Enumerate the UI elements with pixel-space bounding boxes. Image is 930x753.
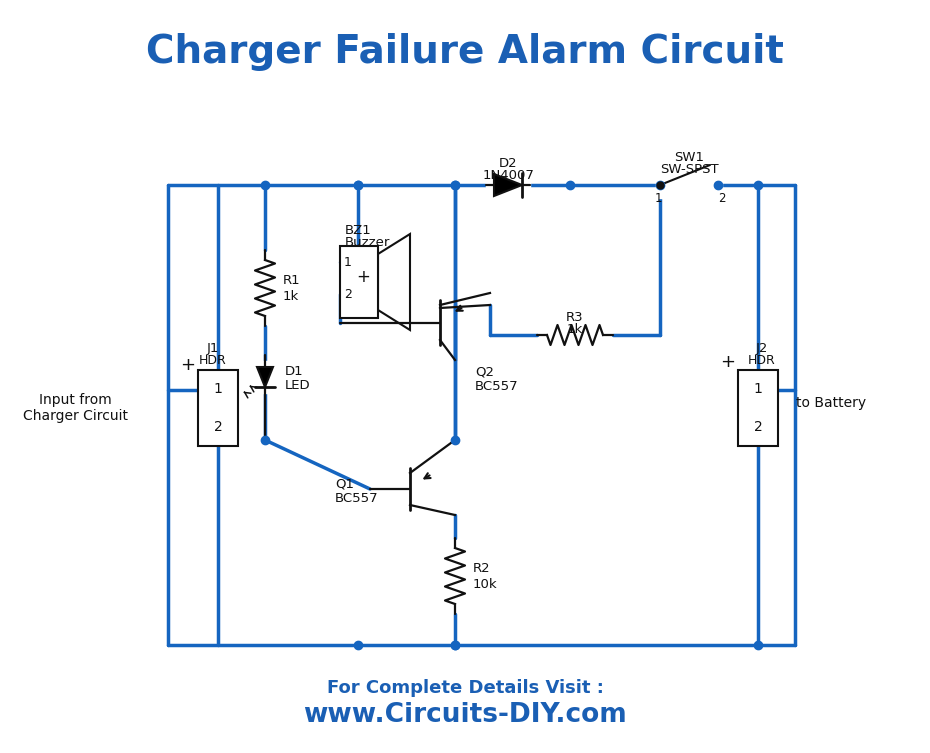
Text: 1: 1 — [753, 382, 763, 396]
Text: 1: 1 — [214, 382, 222, 396]
Text: 1k: 1k — [283, 289, 299, 303]
Text: Buzzer: Buzzer — [345, 236, 391, 248]
Text: 2: 2 — [718, 191, 725, 205]
Text: Q2: Q2 — [475, 365, 494, 379]
Polygon shape — [378, 234, 410, 330]
Text: BZ1: BZ1 — [345, 224, 372, 236]
FancyBboxPatch shape — [198, 370, 238, 446]
Text: SW-SPST: SW-SPST — [659, 163, 718, 175]
Text: 1: 1 — [344, 255, 352, 269]
Text: J2: J2 — [756, 342, 768, 355]
Text: For Complete Details Visit :: For Complete Details Visit : — [326, 679, 604, 697]
Text: R3: R3 — [566, 310, 584, 324]
Text: 2: 2 — [753, 420, 763, 434]
Text: 2: 2 — [344, 288, 352, 300]
Text: Input from: Input from — [39, 393, 112, 407]
Polygon shape — [494, 174, 522, 196]
Text: Charger Circuit: Charger Circuit — [22, 409, 127, 423]
Text: 10k: 10k — [473, 578, 498, 590]
Text: +: + — [356, 268, 370, 286]
Text: www.Circuits-DIY.com: www.Circuits-DIY.com — [303, 702, 627, 728]
Text: 1: 1 — [654, 191, 662, 205]
Bar — [486, 172, 530, 198]
Text: J1: J1 — [206, 342, 219, 355]
Text: 2: 2 — [214, 420, 222, 434]
Text: D2: D2 — [498, 157, 517, 169]
Text: BC557: BC557 — [335, 492, 379, 505]
Text: R2: R2 — [473, 562, 491, 575]
Text: HDR: HDR — [199, 353, 227, 367]
Text: HDR: HDR — [748, 353, 776, 367]
Text: to Battery: to Battery — [796, 396, 866, 410]
Polygon shape — [257, 367, 273, 387]
Text: R1: R1 — [283, 273, 300, 286]
Text: 1N4007: 1N4007 — [482, 169, 534, 181]
Bar — [247, 361, 283, 393]
Text: BC557: BC557 — [475, 380, 519, 392]
Bar — [656, 172, 722, 198]
FancyBboxPatch shape — [340, 246, 378, 318]
Text: D1: D1 — [285, 364, 303, 377]
Text: 1k: 1k — [567, 322, 583, 336]
Text: LED: LED — [285, 379, 311, 392]
Text: Q1: Q1 — [335, 477, 354, 490]
Text: Charger Failure Alarm Circuit: Charger Failure Alarm Circuit — [146, 33, 784, 71]
FancyBboxPatch shape — [738, 370, 778, 446]
Text: SW1: SW1 — [674, 151, 704, 163]
Text: +: + — [180, 356, 195, 374]
Text: +: + — [721, 353, 736, 371]
